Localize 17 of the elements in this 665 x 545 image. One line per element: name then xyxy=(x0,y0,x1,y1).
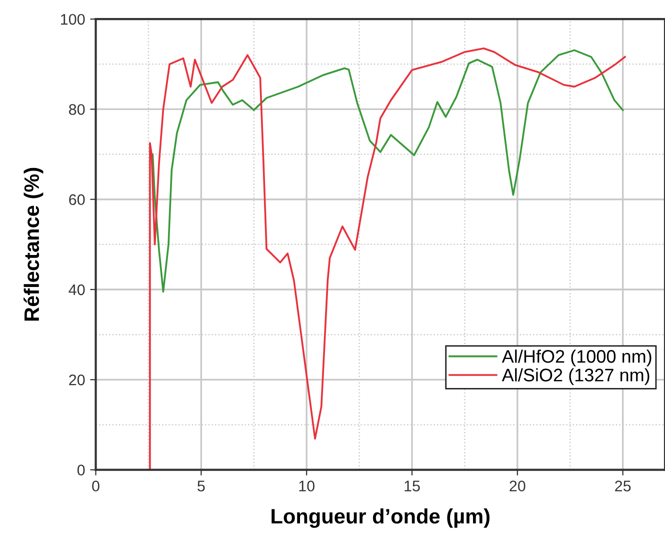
y-tick-label: 40 xyxy=(68,284,85,296)
y-tick-label: 0 xyxy=(77,464,85,476)
legend-label: Al/SiO2 (1327 nm) xyxy=(502,368,650,386)
legend-label: Al/HfO2 (1000 nm) xyxy=(502,350,652,366)
y-tick-label: 80 xyxy=(69,104,85,115)
x-tick-label: 5 xyxy=(198,480,205,492)
x-tick-label: 0 xyxy=(92,480,100,492)
line-series xyxy=(152,49,624,293)
y-tick-label: 20 xyxy=(69,374,85,386)
x-tick-label: 10 xyxy=(299,480,314,492)
x-tick-label: 20 xyxy=(510,480,526,492)
y-tick-label: 60 xyxy=(69,194,85,206)
y-axis-title: Réflectance (%) xyxy=(24,168,44,321)
y-tick-label: 100 xyxy=(61,14,85,25)
x-tick-label: 25 xyxy=(615,480,631,492)
x-axis-title: Longueur d’onde (µm) xyxy=(272,508,490,528)
x-tick-label: 15 xyxy=(404,480,420,492)
